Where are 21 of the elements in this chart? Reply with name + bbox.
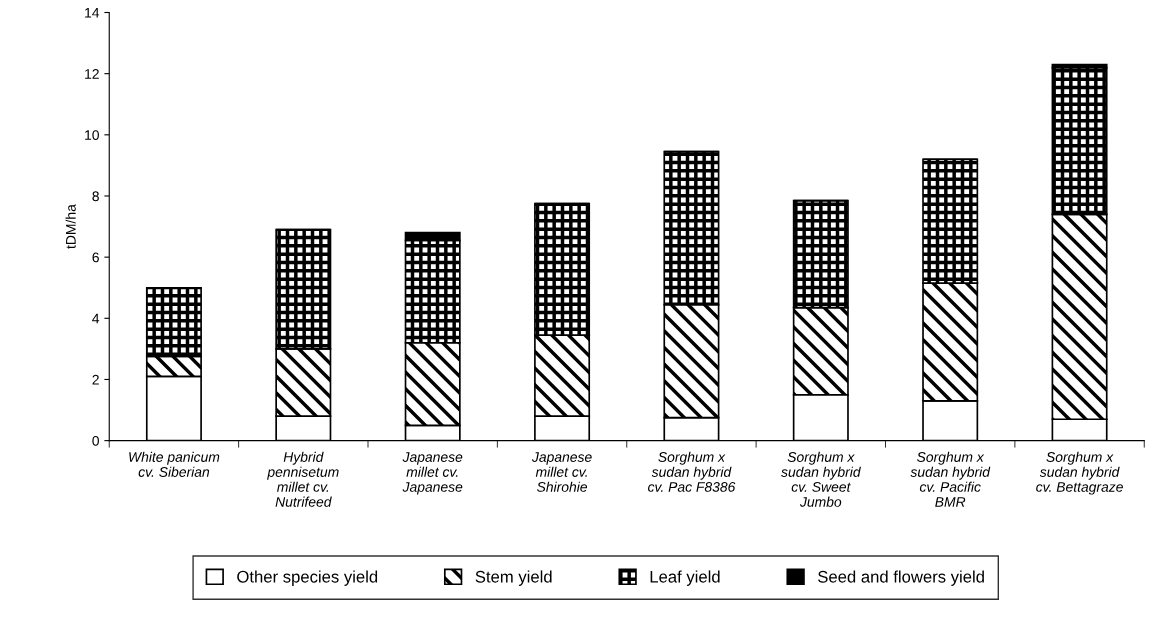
legend-label: Stem yield [475, 570, 552, 586]
legend-label: Seed and flowers yield [818, 570, 984, 586]
x-tick-label: Japanese millet cv. Shirohie [531, 452, 592, 492]
y-tick-label: 10 [85, 130, 99, 140]
y-tick-label: 4 [92, 313, 100, 324]
y-tick-label: 0 [92, 435, 99, 446]
x-tick-label: Hybrid pennisetum millet cv. Nutrifeed [267, 451, 339, 507]
y-tick-label: 14 [85, 7, 100, 18]
legend-label: Leaf yield [650, 570, 720, 586]
x-tick-label: Sorghum x sudan hybrid cv. Sweet Jumbo [781, 451, 861, 507]
y-tick-label: 6 [92, 252, 99, 263]
y-tick-label: 2 [92, 374, 99, 385]
y-axis-title: tDM/ha [65, 204, 76, 249]
y-tick-label: 12 [85, 68, 99, 79]
y-tick-label: 8 [92, 191, 99, 202]
x-tick-label: White panicum cv. Siberian [129, 451, 220, 477]
legend-label: Other species yield [237, 570, 378, 586]
x-tick-label: Sorghum x sudan hybrid cv. Pac F8386 [648, 451, 736, 492]
x-tick-label: Sorghum x sudan hybrid cv. Pacific BMR [910, 451, 991, 507]
x-tick-label: Japanese millet cv. Japanese [402, 452, 463, 495]
x-tick-label: Sorghum x sudan hybrid cv. Bettagraze [1036, 451, 1123, 495]
